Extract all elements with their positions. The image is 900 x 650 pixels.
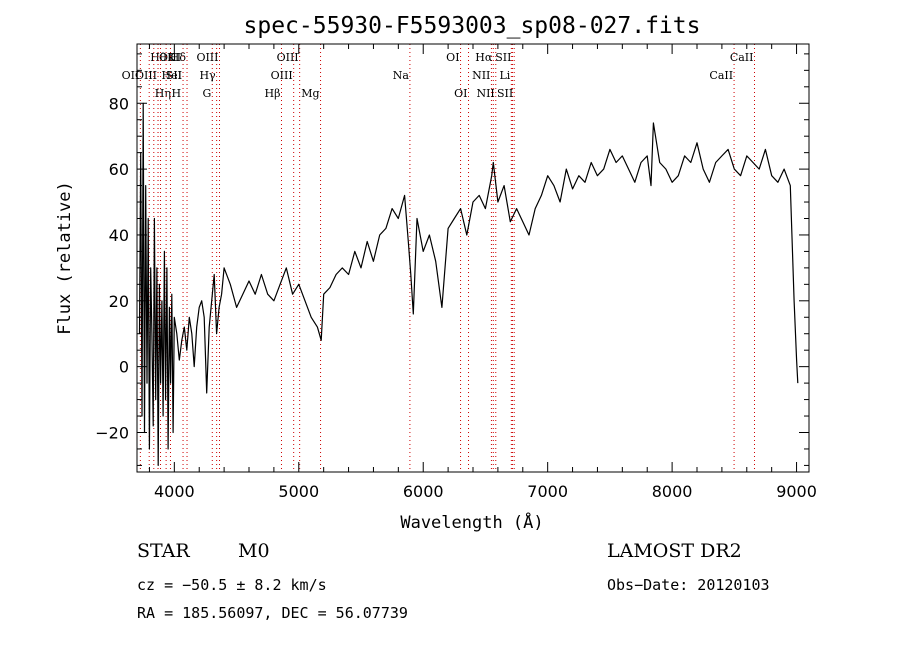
axis-ticks: 4000 5000 6000 7000 8000 9000 −20 0 20 40 60 80 bbox=[95, 44, 817, 501]
x-tick-label: 4000 bbox=[154, 482, 195, 501]
line-marker-label-3: OIII bbox=[135, 69, 157, 82]
line-marker-label-24: SII bbox=[495, 51, 511, 64]
line-marker-label-16: Mg bbox=[301, 87, 319, 100]
line-marker-label-11: Hγ bbox=[199, 69, 216, 82]
line-marker-label-5: HeI bbox=[162, 69, 182, 82]
line-marker-label-1: Hθ bbox=[150, 51, 167, 64]
line-marker-label-22: NII bbox=[476, 87, 494, 100]
line-marker-label-4: Hη bbox=[155, 87, 171, 100]
line-marker-label-23: Li bbox=[500, 69, 511, 82]
velocity-readout: cz = −50.5 ± 8.2 km/s bbox=[137, 576, 327, 594]
chart-title: spec-55930-F5593003_sp08-027.fits bbox=[244, 13, 701, 39]
spectrum-series bbox=[138, 102, 799, 466]
x-axis-label: Wavelength (Å) bbox=[400, 511, 543, 533]
y-tick-label: 0 bbox=[119, 358, 129, 377]
y-tick-label: 60 bbox=[109, 160, 129, 179]
line-marker-label-0: OII bbox=[122, 69, 140, 82]
line-marker-label-8: SII bbox=[166, 69, 182, 82]
line-marker-label-13: Hβ bbox=[265, 87, 281, 100]
y-axis-label: Flux (relative) bbox=[55, 181, 75, 335]
x-tick-label: 6000 bbox=[403, 482, 444, 501]
plot-frame bbox=[136, 43, 810, 473]
x-tick-label: 8000 bbox=[652, 482, 693, 501]
coordinates-readout: RA = 185.56097, DEC = 56.07739 bbox=[137, 604, 408, 622]
line-marker-label-9: Hδ bbox=[170, 51, 187, 64]
line-marker-label-18: OI bbox=[446, 51, 459, 64]
line-markers: OIIHθOIIIOIIIHηHeIKHSIIHδGHγOIIIHβOIIIOI… bbox=[122, 44, 755, 472]
y-tick-label: 80 bbox=[109, 94, 129, 113]
line-marker-label-27: CaII bbox=[730, 51, 754, 64]
survey-name: LAMOST DR2 bbox=[607, 540, 742, 562]
x-tick-label: 7000 bbox=[527, 482, 568, 501]
y-tick-label: −20 bbox=[95, 423, 129, 442]
line-marker-label-17: Na bbox=[393, 69, 410, 82]
line-marker-label-14: OIII bbox=[271, 69, 293, 82]
object-subclass: M0 bbox=[238, 540, 270, 562]
line-marker-label-6: K bbox=[167, 51, 176, 64]
line-marker-label-21: Hα bbox=[475, 51, 493, 64]
line-marker-label-20: NII bbox=[472, 69, 490, 82]
line-marker-label-25: SII bbox=[497, 87, 513, 100]
x-tick-label: 5000 bbox=[278, 482, 319, 501]
y-tick-label: 20 bbox=[109, 292, 129, 311]
line-marker-label-15: OIII bbox=[277, 51, 299, 64]
object-class: STAR bbox=[137, 540, 190, 562]
y-tick-label: 40 bbox=[109, 226, 129, 245]
x-tick-label: 9000 bbox=[776, 482, 817, 501]
line-marker-label-26: CaII bbox=[709, 69, 733, 82]
observation-date: Obs−Date: 20120103 bbox=[607, 576, 770, 594]
line-marker-label-19: OI bbox=[454, 87, 467, 100]
line-marker-label-10: G bbox=[202, 87, 211, 100]
spectrum-line bbox=[138, 102, 799, 466]
line-marker-label-2: OIII bbox=[159, 51, 181, 64]
line-marker-label-7: H bbox=[171, 87, 181, 100]
line-marker-label-12: OIII bbox=[196, 51, 218, 64]
